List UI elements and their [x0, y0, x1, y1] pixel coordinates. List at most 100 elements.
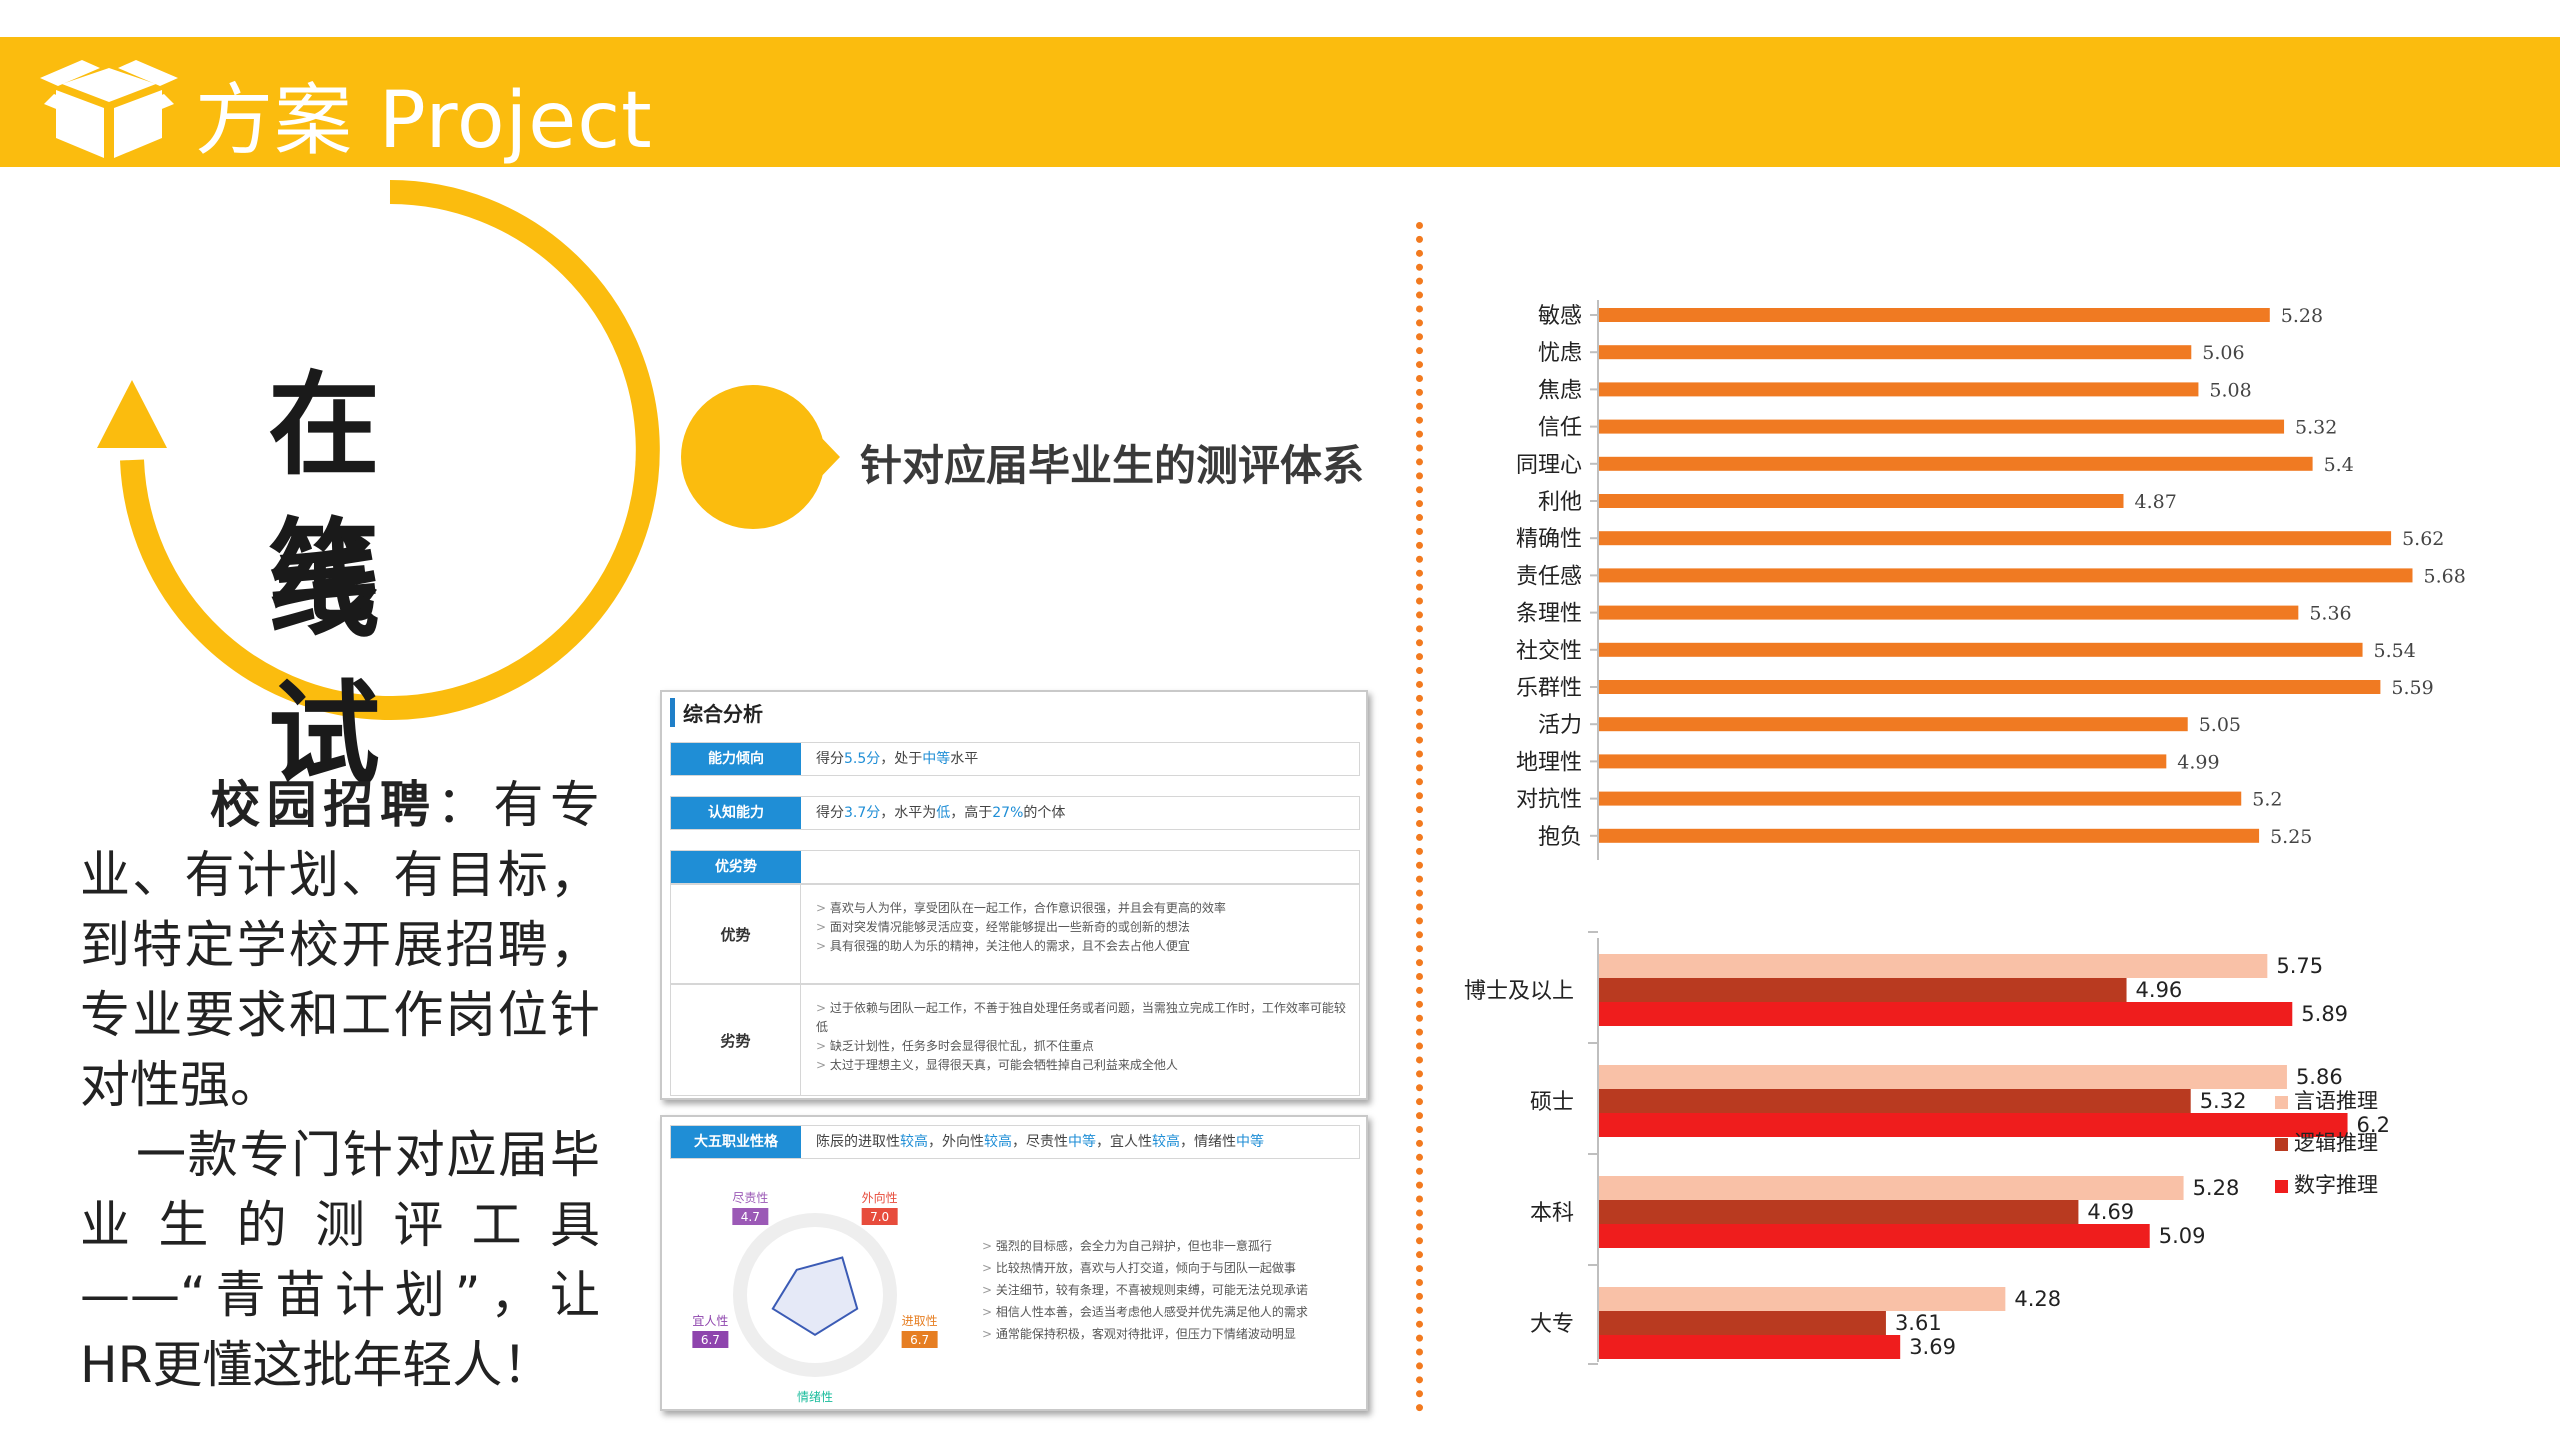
chart1-value-label: 5.05 [2199, 714, 2241, 736]
chart1-value-label: 5.06 [2202, 342, 2244, 364]
chart2-value-label: 5.28 [2193, 1176, 2240, 1200]
radar-value-label: 7.0 [870, 1210, 889, 1224]
chart1-bar [1599, 419, 2285, 434]
strength-list: 喜欢与人为伴，享受团队在一起工作，合作意识很强，并且会有更高的效率面对突发情况能… [816, 899, 1346, 956]
report-screenshot-big-five: 大五职业性格 陈辰的进取性较高，外向性较高，尽责性中等，宜人性较高，情绪性中等 … [660, 1115, 1368, 1411]
cognitive-value: 得分3.7分，水平为低，高于27%的个体 [816, 805, 1066, 821]
radar-axis-label: 进取性 [902, 1314, 938, 1328]
sw-header-row: 优劣势 [670, 850, 1360, 884]
chart1-value-label: 4.87 [2134, 491, 2176, 513]
chart1-value-label: 5.68 [2424, 565, 2466, 587]
chart2-bar [1599, 978, 2127, 1002]
weakness-item: 缺乏计划性，任务多时会显得很忙乱，抓不住重点 [816, 1037, 1346, 1056]
strength-item: 面对突发情况能够灵活应变，经常能够提出一些新奇的或创新的想法 [816, 918, 1346, 937]
chart1-category-label: 对抗性 [1516, 788, 1582, 813]
chart2-value-label: 5.09 [2159, 1224, 2206, 1248]
chart1-bar [1599, 456, 2313, 471]
trait-item: 关注细节，较有条理，不喜被规则束缚，可能无法兑现承诺 [982, 1279, 1308, 1301]
chart2-value-label: 6.2 [2357, 1113, 2390, 1137]
chart1-bar [1599, 308, 2270, 322]
chart2-value-label: 3.69 [1909, 1335, 1956, 1359]
chart1-value-label: 5.2 [2252, 789, 2282, 811]
chart1-category-label: 同理心 [1516, 453, 1582, 478]
bubble-caption: 针对应届毕业生的测评体系 [860, 441, 1365, 490]
chart1-value-label: 5.4 [2324, 454, 2354, 476]
chart1-bar [1599, 791, 2242, 806]
big-five-tag: 大五职业性格 [671, 1126, 801, 1158]
radar-value-label: 6.7 [910, 1333, 929, 1347]
big-five-summary: 陈辰的进取性较高，外向性较高，尽责性中等，宜人性较高，情绪性中等 [816, 1134, 1264, 1150]
chart2-bar [1599, 1287, 2006, 1311]
strength-item: 具有很强的助人为乐的精神，关注他人的需求，且不会去占他人便宜 [816, 937, 1346, 956]
ability-value: 得分5.5分，处于中等水平 [816, 751, 979, 767]
education-reasoning-bar-chart: 博士及以上 5.75 4.96 5.89 硕士 5.86 5.32 6.2 本科 5.28 4.69… [1464, 931, 2390, 1365]
chart2-value-label: 5.86 [2296, 1065, 2343, 1089]
chart1-value-label: 5.28 [2281, 305, 2323, 327]
chart1-category-label: 条理性 [1516, 602, 1582, 627]
legend-label: 逻辑推理 [2294, 1131, 2378, 1155]
weakness-list: 过于依赖与团队一起工作，不善于独自处理任务或者问题，当需独立完成工作时，工作效率… [816, 999, 1346, 1075]
trait-list: 强烈的目标感，会全力为自己辩护，但也非一意孤行比较热情开放，喜欢与人打交道，倾向… [982, 1235, 1308, 1345]
hero-title-line1: 在线 [268, 361, 404, 653]
chart2-value-label: 4.28 [2014, 1287, 2061, 1311]
radar-axis-label: 情绪性 [797, 1390, 833, 1404]
weakness-item: 过于依赖与团队一起工作，不善于独自处理任务或者问题，当需独立完成工作时，工作效率… [816, 999, 1346, 1037]
radar-value-label: 6.7 [701, 1333, 720, 1347]
chart2-bar [1599, 1224, 2150, 1248]
chart1-category-label: 乐群性 [1516, 676, 1582, 701]
chart2-bar [1599, 1113, 2348, 1137]
chart1-category-label: 敏感 [1538, 304, 1582, 329]
chart1-category-label: 信任 [1538, 416, 1582, 441]
legend-swatch [2275, 1096, 2288, 1109]
ability-row: 能力倾向 得分5.5分，处于中等水平 [670, 742, 1360, 776]
weakness-label: 劣势 [671, 985, 801, 1095]
chart2-bar [1599, 1311, 1886, 1335]
radar-value-badge [861, 1208, 898, 1226]
chart1-category-label: 忧虑 [1538, 341, 1582, 366]
chart1-value-label: 5.08 [2209, 379, 2251, 401]
radar-shape [771, 1256, 859, 1336]
chart1-value-label: 5.54 [2374, 640, 2416, 662]
chart1-category-label: 抱负 [1538, 825, 1582, 850]
legend-swatch [2275, 1138, 2288, 1151]
chart2-category-label: 博士及以上 [1464, 979, 1574, 1004]
trait-item: 相信人性本善，会适当考虑他人感受并优先满足他人的需求 [982, 1301, 1308, 1323]
description: 校园招聘：有专业、有计划、有目标，到特定学校开展招聘，专业要求和工作岗位针对性强… [80, 770, 600, 1400]
chart2-category-label: 硕士 [1530, 1090, 1574, 1115]
box-logo-icon [40, 60, 178, 158]
speech-bubble-icon [681, 385, 840, 529]
chart2-bar [1599, 1002, 2293, 1026]
radar-inner [747, 1227, 883, 1363]
chart2-category-label: 大专 [1530, 1312, 1574, 1337]
chart1-category-label: 社交性 [1516, 639, 1582, 664]
chart2-value-label: 4.96 [2136, 978, 2183, 1002]
dotted-divider [1416, 222, 1423, 1412]
ability-tag: 能力倾向 [671, 743, 801, 775]
sw-tag: 优劣势 [671, 851, 801, 883]
chart1-bar [1599, 494, 2124, 508]
legend-swatch [2275, 1180, 2288, 1193]
chart2-value-label: 5.89 [2301, 1002, 2348, 1026]
chart1-bar [1599, 754, 2167, 769]
big-five-row: 大五职业性格 陈辰的进取性较高，外向性较高，尽责性中等，宜人性较高，情绪性中等 [670, 1125, 1360, 1159]
strength-label: 优势 [671, 885, 801, 983]
radar-value-badge [692, 1330, 729, 1348]
chart1-category-label: 焦虑 [1538, 378, 1582, 403]
chart1-value-label: 5.59 [2391, 677, 2433, 699]
hero-title-line2: 笔试 [268, 508, 404, 800]
trait-item: 通常能保持积极，客观对待批评，但压力下情绪波动明显 [982, 1323, 1308, 1345]
radar-axis-label: 外向性 [862, 1190, 898, 1205]
header-title: 方案 Project [195, 76, 653, 166]
chart1-bar [1599, 531, 2392, 546]
radar-axis-label: 宜人性 [692, 1313, 728, 1328]
chart1-value-label: 5.32 [2295, 417, 2337, 439]
trait-score-bar-chart: 敏感 5.28 忧虑 5.06 焦虑 5.08 信任 5.32 同理心 5.4 利他 4.87 精确性 5… [1516, 300, 2466, 860]
description-keyword: 校园招聘 [210, 776, 437, 834]
radar-value-label: 4.7 [741, 1210, 760, 1224]
chart2-bar [1599, 954, 2268, 978]
radar-value-badge [732, 1208, 769, 1226]
header-bar [0, 37, 2560, 167]
chart2-value-label: 3.61 [1895, 1311, 1942, 1335]
chart1-category-label: 利他 [1538, 490, 1582, 515]
